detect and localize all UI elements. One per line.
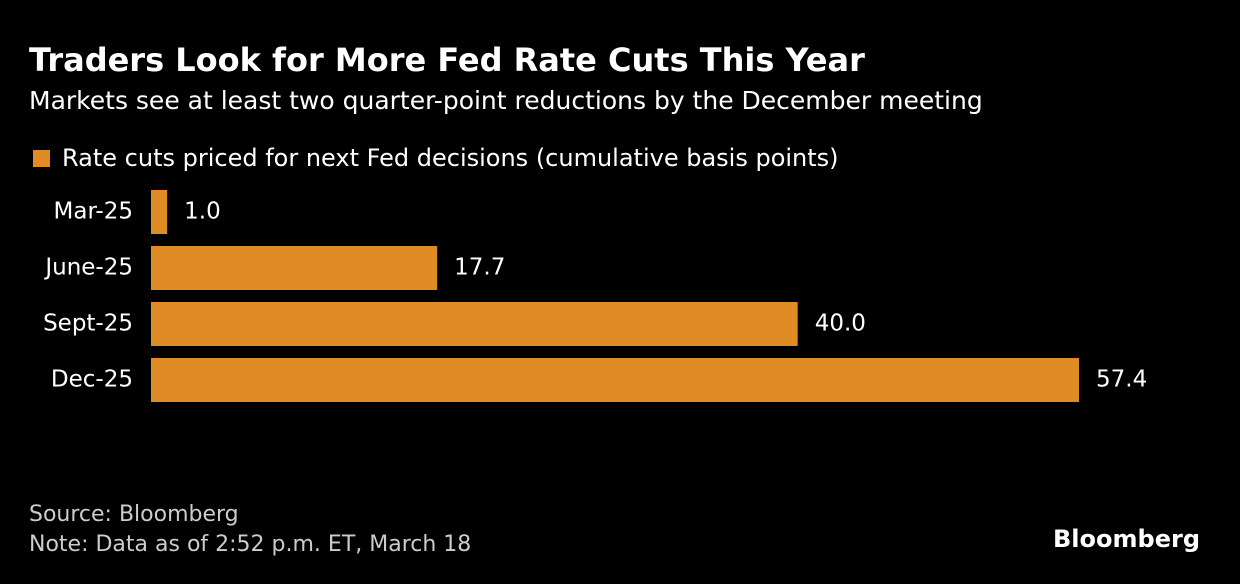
bar xyxy=(151,302,798,346)
legend-label: Rate cuts priced for next Fed decisions … xyxy=(62,144,839,172)
value-label: 40.0 xyxy=(815,311,866,337)
chart-title: Traders Look for More Fed Rate Cuts This… xyxy=(29,41,865,79)
source: Source: Bloomberg xyxy=(29,502,239,527)
note: Note: Data as of 2:52 p.m. ET, March 18 xyxy=(29,532,471,557)
chart-subtitle: Markets see at least two quarter-point r… xyxy=(29,86,983,115)
bar xyxy=(151,190,168,234)
value-label: 57.4 xyxy=(1096,367,1147,393)
value-label: 1.0 xyxy=(184,199,221,225)
y-tick-label: June-25 xyxy=(43,255,133,281)
value-label: 17.7 xyxy=(454,255,505,281)
y-tick-label: Mar-25 xyxy=(54,199,134,225)
bar xyxy=(151,246,438,290)
logo: Bloomberg xyxy=(1053,525,1200,553)
bar xyxy=(151,358,1079,402)
legend-swatch xyxy=(33,150,50,167)
y-tick-label: Sept-25 xyxy=(43,311,133,337)
y-tick-label: Dec-25 xyxy=(51,367,133,393)
